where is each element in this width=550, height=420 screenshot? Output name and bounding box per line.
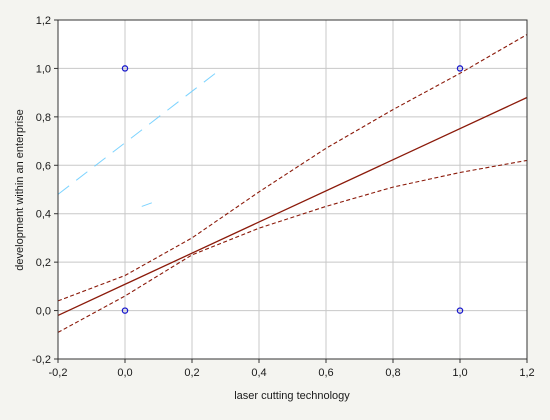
artifact-dash [141,202,152,207]
data-point [121,307,129,314]
x-tick-label: 0,2 [184,367,199,379]
y-tick-label: -0,2 [32,354,51,366]
plot-frame [57,19,528,360]
data-point [456,307,464,314]
y-tick-label: 0,6 [36,160,51,172]
x-tick-label: -0,2 [49,367,68,379]
x-tick-label: 0,6 [318,367,333,379]
y-axis-ticks: -0,2 0,0 0,2 0,4 0,6 0,8 1,0 1,2 [32,15,58,366]
data-points [121,65,464,314]
regression-line [57,96,528,317]
confidence-upper-line [57,34,528,302]
y-tick-label: 0,4 [36,209,51,221]
artifact-line [57,72,216,195]
data-point [456,65,464,72]
artifact-marks [57,72,216,207]
y-tick-label: 1,0 [36,63,51,75]
y-tick-label: 0,8 [36,112,51,124]
data-point [121,65,129,72]
y-tick-label: 1,2 [36,15,51,27]
y-axis-label: development within an enterprise [14,109,26,270]
x-tick-label: 0,4 [251,367,266,379]
x-tick-label: 1,2 [519,367,534,379]
x-axis-label: laser cutting technology [234,390,350,402]
y-tick-label: 0,2 [36,257,51,269]
fit-line-layer [57,96,528,317]
x-tick-label: 0,0 [117,367,132,379]
x-tick-label: 0,8 [385,367,400,379]
x-tick-label: 1,0 [452,367,467,379]
confidence-lower-line [57,159,528,333]
confidence-band [57,34,528,333]
x-axis-ticks: -0,2 0,0 0,2 0,4 0,6 0,8 1,0 1,2 [49,359,535,379]
grid [58,20,527,359]
plot-background [58,20,527,359]
y-tick-label: 0,0 [36,306,51,318]
